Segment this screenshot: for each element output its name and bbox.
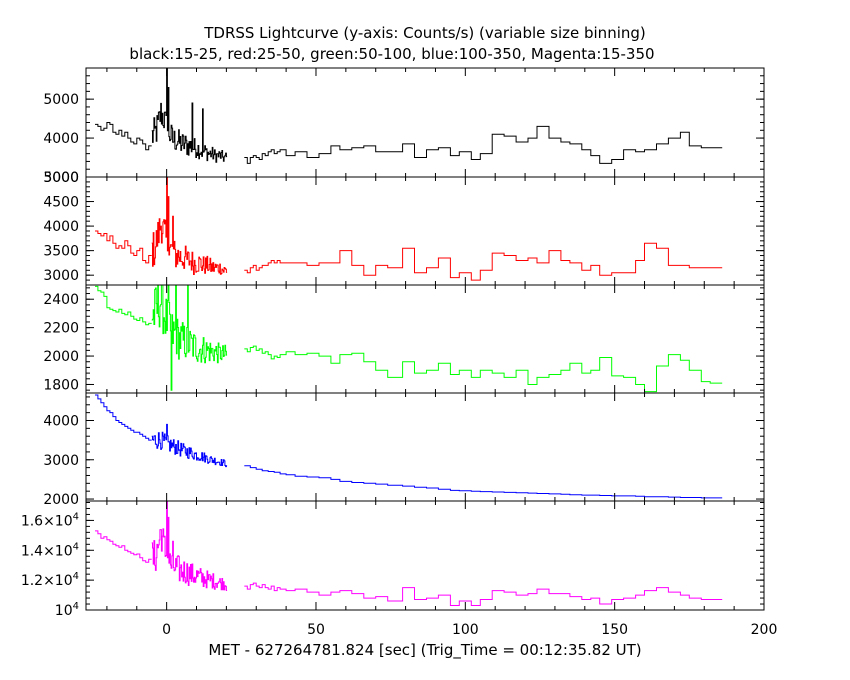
series-black-segment-1 xyxy=(151,68,228,163)
panel-green: 1800 2000 2200 2400 xyxy=(43,284,765,394)
ytick-label-green-2: 2200 xyxy=(43,321,79,337)
series-green-segment-1 xyxy=(151,285,228,391)
series-magenta-segment-0 xyxy=(95,530,152,563)
chart-subtitle: black:15-25, red:25-50, green:50-100, bl… xyxy=(129,45,654,63)
chart-title: TDRSS Lightcurve (y-axis: Counts/s) (var… xyxy=(203,24,646,42)
series-green-segment-0 xyxy=(95,285,152,326)
ytick-label-black-1: 4000 xyxy=(43,131,79,147)
xtick-label-4: 200 xyxy=(751,622,778,638)
series-black-segment-0 xyxy=(95,122,152,151)
xtick-label-3: 150 xyxy=(601,622,628,638)
ytick-label-red-1: 3500 xyxy=(43,244,79,260)
series-blue-segment-0 xyxy=(95,394,152,441)
series-black-segment-2 xyxy=(244,125,723,164)
series-red-segment-2 xyxy=(244,242,723,281)
panel-magenta: 104 1.2×104 1.4×104 1.6×104 xyxy=(21,500,765,619)
ytick-label-magenta-1: 1.2×104 xyxy=(21,571,79,589)
ytick-label-green-0: 1800 xyxy=(43,377,79,393)
xtick-label-0: 0 xyxy=(162,622,171,638)
ytick-label-blue-0: 2000 xyxy=(43,492,79,508)
ytick-label-magenta-2: 1.4×104 xyxy=(21,541,79,559)
xtick-label-1: 50 xyxy=(307,622,325,638)
ytick-label-blue-2: 4000 xyxy=(43,413,79,429)
series-green-segment-2 xyxy=(244,345,723,393)
ytick-label-red-3: 4500 xyxy=(43,195,79,211)
ytick-label-green-3: 2400 xyxy=(43,292,79,308)
x-axis-label: MET - 627264781.824 [sec] (Trig_Time = 0… xyxy=(208,641,641,660)
xtick-label-2: 100 xyxy=(452,622,479,638)
x-axis: 0 50 100 150 200 xyxy=(162,622,777,638)
ytick-label-black-2: 5000 xyxy=(43,92,79,108)
ytick-label-green-1: 2000 xyxy=(43,349,79,365)
panel-frame-magenta xyxy=(85,500,765,611)
ytick-label-red-4: 5000 xyxy=(43,170,79,186)
ytick-label-magenta-3: 1.6×104 xyxy=(21,511,79,529)
ytick-label-magenta-0: 104 xyxy=(55,601,79,619)
series-red-segment-1 xyxy=(151,177,228,275)
ytick-label-black-0: 3000 xyxy=(43,170,79,186)
panels-group: 3000400050003000350040004500500018002000… xyxy=(21,67,765,619)
series-blue-segment-1 xyxy=(151,423,228,468)
series-magenta-segment-1 xyxy=(151,501,228,591)
series-blue-segment-2 xyxy=(244,465,723,499)
ytick-label-red-2: 4000 xyxy=(43,219,79,235)
ytick-label-blue-1: 3000 xyxy=(43,453,79,469)
series-red-segment-0 xyxy=(95,230,152,264)
series-magenta-segment-2 xyxy=(244,582,723,606)
ytick-label-red-0: 3000 xyxy=(43,268,79,284)
